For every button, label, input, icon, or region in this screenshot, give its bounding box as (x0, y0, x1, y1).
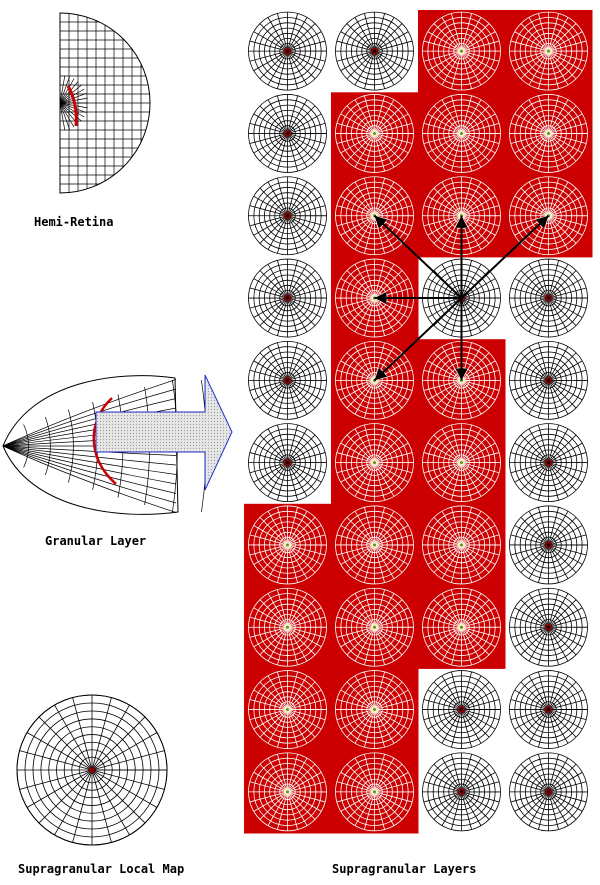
local-map-cell (509, 587, 588, 667)
active-local-map (335, 670, 414, 749)
active-local-map (335, 505, 414, 585)
granular-layer-label: Granular Layer (45, 534, 147, 548)
local-map-cell (248, 258, 327, 338)
active-local-map (335, 94, 414, 173)
supragranular-layers-grid (248, 11, 588, 832)
local-map-label: Supragranular Local Map (18, 862, 185, 876)
supragranular-local-map (16, 694, 168, 846)
active-local-map (422, 94, 501, 173)
active-local-map (422, 505, 501, 585)
active-local-map (422, 340, 501, 420)
local-map-cell (509, 752, 588, 832)
local-map-cell (248, 94, 327, 173)
active-local-map (248, 505, 327, 585)
local-map-cell (335, 11, 414, 91)
local-map-cell (248, 11, 327, 91)
connection-arrow (373, 215, 463, 299)
active-local-map (335, 423, 414, 503)
active-local-map (335, 752, 414, 832)
local-map-cell (422, 670, 501, 749)
local-map-cell (248, 423, 327, 503)
local-map-cell (509, 340, 588, 420)
local-map-cell (248, 176, 327, 256)
hemi-retina-label: Hemi-Retina (34, 215, 114, 229)
active-local-map (509, 94, 588, 173)
local-map-cell (509, 670, 588, 749)
local-map-cell (248, 340, 327, 420)
connection-arrow (373, 297, 463, 382)
local-map-cell (509, 505, 588, 585)
active-local-map (335, 587, 414, 667)
active-local-map (248, 587, 327, 667)
lateral-connections (373, 215, 550, 382)
active-local-map (335, 176, 414, 256)
active-local-map (422, 11, 501, 91)
local-map-cell (509, 258, 588, 338)
supragranular-layers-label: Supragranular Layers (332, 862, 477, 876)
active-local-map (422, 587, 501, 667)
hemi-retina-map (59, 12, 151, 194)
connection-arrow (460, 215, 550, 299)
local-map-cell (422, 752, 501, 832)
active-local-map (248, 670, 327, 749)
projection-arrow (95, 374, 233, 491)
active-local-map (248, 752, 327, 832)
active-local-map (422, 423, 501, 503)
local-map-cell (509, 423, 588, 503)
active-local-map (509, 11, 588, 91)
